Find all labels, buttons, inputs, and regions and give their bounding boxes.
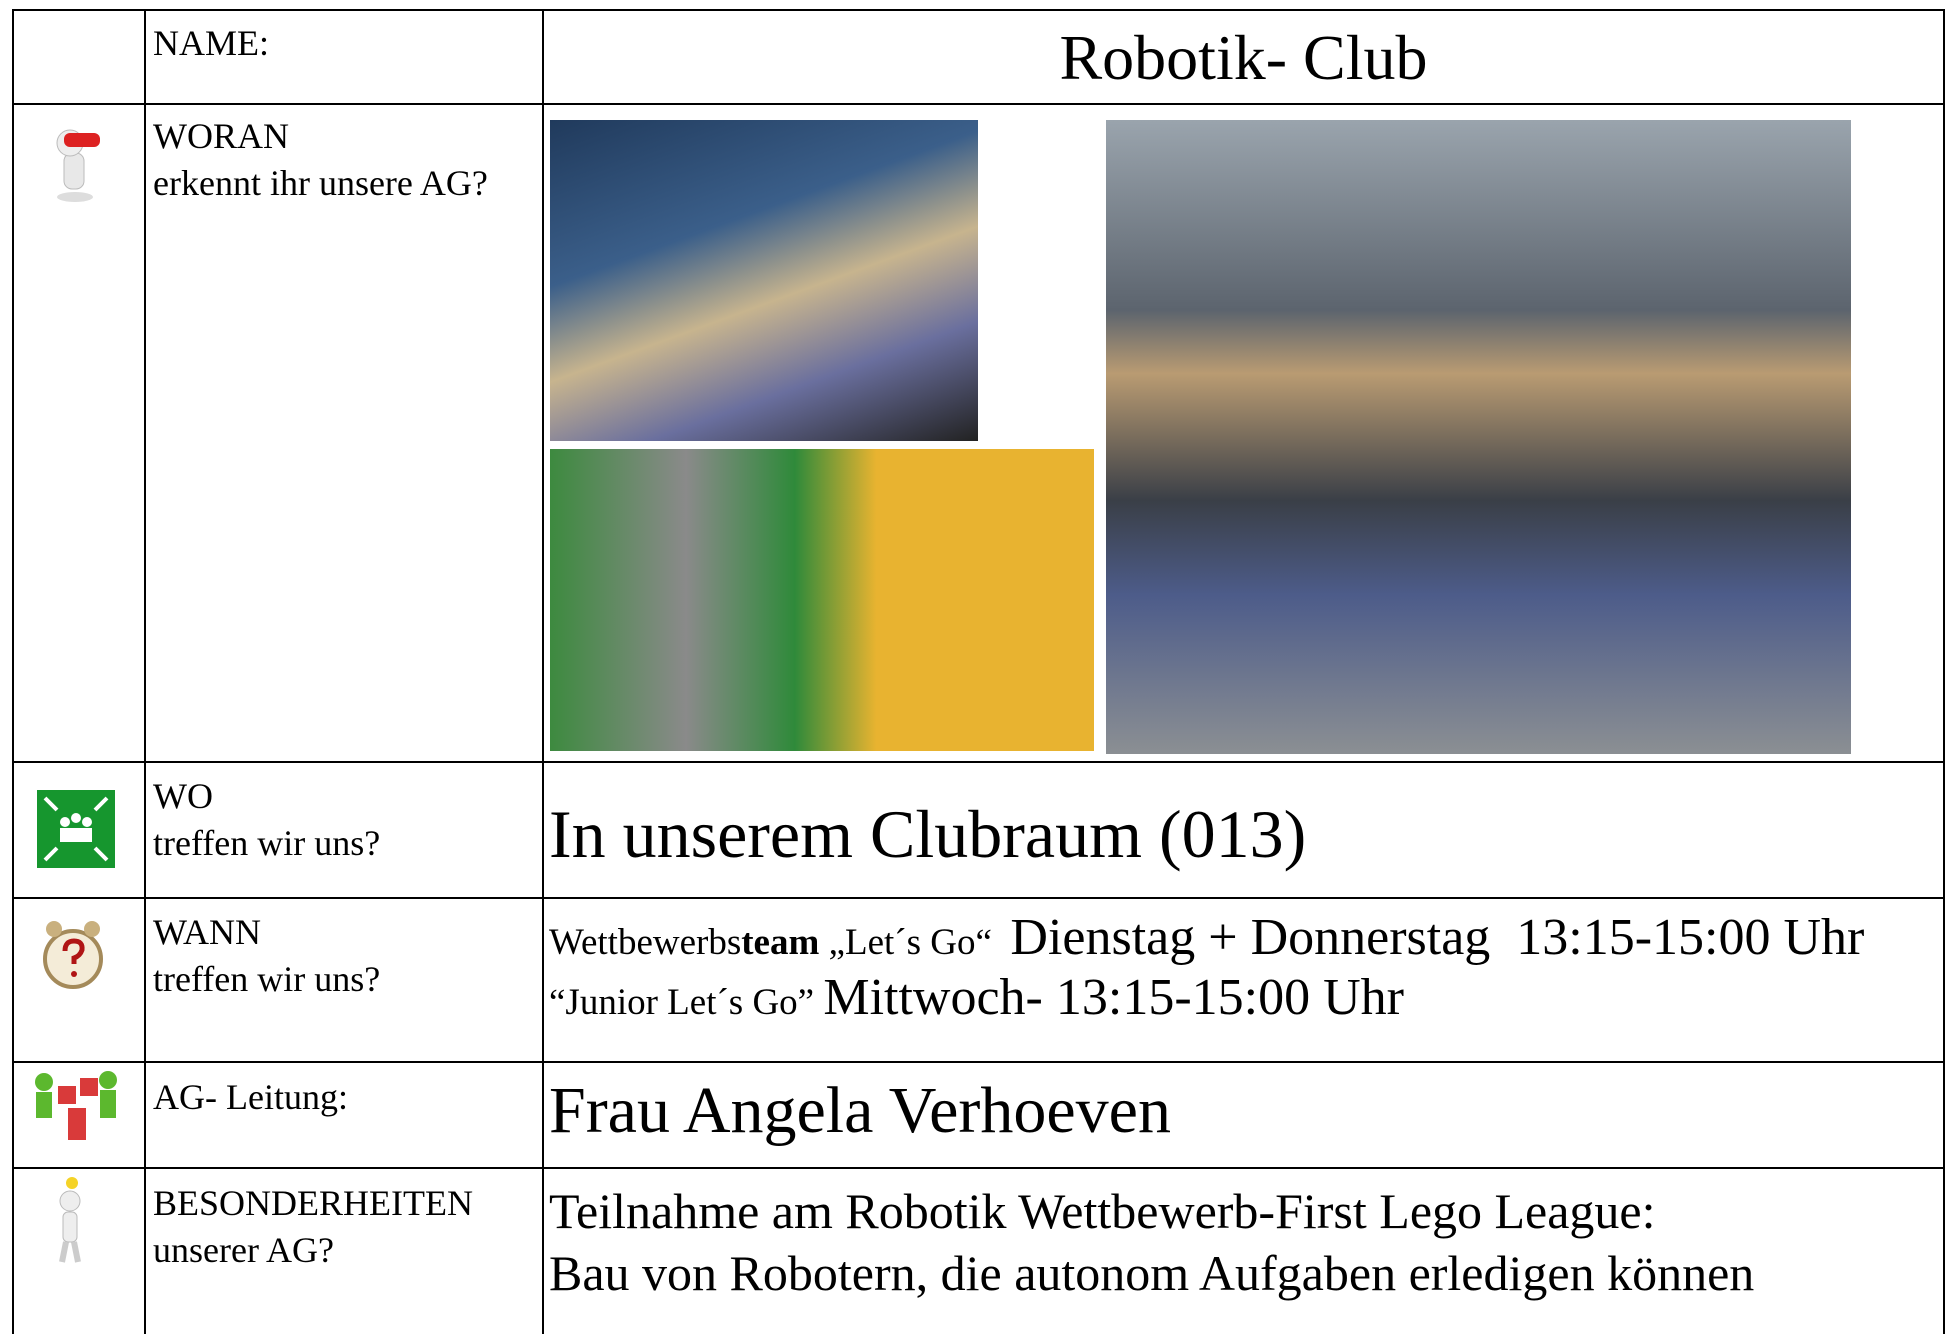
photo-parts-boxes <box>550 449 1094 751</box>
text: „Let´s Go“ <box>819 922 992 963</box>
wann-line2: “Junior Let´s Go” Mittwoch- 13:15-15:00 … <box>549 972 1404 1029</box>
leitung-label: AG- Leitung: <box>153 1077 348 1117</box>
besonderheiten-content: Teilnahme am Robotik Wettbewerb-First Le… <box>549 1180 1754 1304</box>
text: WO <box>153 776 213 816</box>
text: Wettbewerbs <box>549 922 742 963</box>
binocular-icon <box>56 129 100 202</box>
idea-icon <box>59 1177 81 1263</box>
border <box>1943 9 1945 1334</box>
border <box>12 897 1945 899</box>
text: treffen wir uns? <box>153 823 381 863</box>
border <box>12 9 14 1334</box>
text: erkennt ihr unsere AG? <box>153 163 488 203</box>
text: team <box>741 922 820 963</box>
leitung-content: Frau Angela Verhoeven <box>549 1074 1171 1147</box>
text: Bau von Robotern, die autonom Aufgaben e… <box>549 1245 1755 1301</box>
text: Mittwoch- 13:15-15:00 Uhr <box>823 969 1404 1026</box>
photo-robot <box>1106 120 1851 754</box>
title: Robotik- Club <box>1059 22 1428 93</box>
text: treffen wir uns? <box>153 959 381 999</box>
border <box>12 761 1945 763</box>
text: “Junior Let´s Go” <box>549 982 815 1023</box>
border <box>12 103 1945 105</box>
text: WANN <box>153 912 261 952</box>
woran-label: WORAN erkennt ihr unsere AG? <box>153 113 488 207</box>
border <box>12 1061 1945 1063</box>
photo-laptop <box>550 120 978 441</box>
border <box>144 9 146 1334</box>
border <box>542 9 544 1334</box>
wo-label: WO treffen wir uns? <box>153 773 380 867</box>
text: Teilnahme am Robotik Wettbewerb-First Le… <box>549 1183 1656 1239</box>
border <box>12 9 1945 11</box>
meeting-point-icon <box>37 790 115 868</box>
name-label: NAME: <box>153 23 269 63</box>
text: WORAN <box>153 116 289 156</box>
clock-icon <box>43 921 103 989</box>
wann-line1: Wettbewerbsteam „Let´s Go“ Dienstag + Do… <box>549 912 1864 969</box>
text: BESONDERHEITEN <box>153 1183 473 1223</box>
text: unserer AG? <box>153 1230 334 1270</box>
besonderheiten-label: BESONDERHEITEN unserer AG? <box>153 1180 473 1274</box>
border <box>12 1167 1945 1169</box>
text: Dienstag + Donnerstag 13:15-15:00 Uhr <box>1010 909 1865 966</box>
team-icon <box>35 1071 117 1140</box>
wo-content: In unserem Clubraum (013) <box>549 796 1307 872</box>
wann-label: WANN treffen wir uns? <box>153 909 380 1003</box>
